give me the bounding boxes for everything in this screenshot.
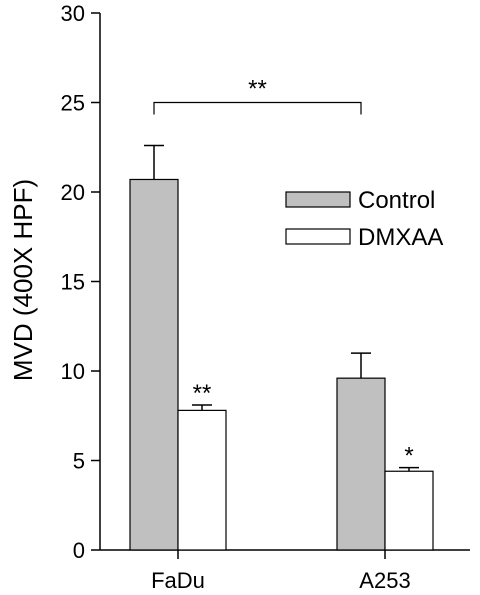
x-tick-label: FaDu [151,568,205,593]
legend-label-dmxaa: DMXAA [358,224,443,251]
y-tick-label: 0 [73,538,85,563]
comparison-bracket [153,101,362,115]
y-tick-label: 10 [61,359,85,384]
y-tick-label: 20 [61,180,85,205]
bars [129,144,434,551]
y-tick-label: 5 [73,449,85,474]
bar-control-a253 [336,377,386,551]
legend: Control DMXAA [285,187,443,251]
bar-control-fadu [129,178,179,551]
x-tick-label: A253 [359,568,410,593]
annotations: ***** [153,76,414,470]
y-axis-label: MVD (400X HPF) [8,179,38,381]
legend-swatch-control [285,191,351,208]
legend-swatch-dmxaa [285,228,351,245]
bracket-significance-label: ** [248,76,267,103]
bar-dmxaa-a253 [384,470,434,551]
bar-dmxaa-fadu [177,409,227,551]
significance-label: * [404,443,413,470]
y-tick-label: 15 [61,270,85,295]
y-tick-label: 30 [61,1,85,26]
significance-label: ** [193,380,212,407]
y-tick-label: 25 [61,91,85,116]
axes: 0 5 10 15 20 25 30 FaDu A253 [61,1,470,593]
legend-label-control: Control [358,187,435,214]
